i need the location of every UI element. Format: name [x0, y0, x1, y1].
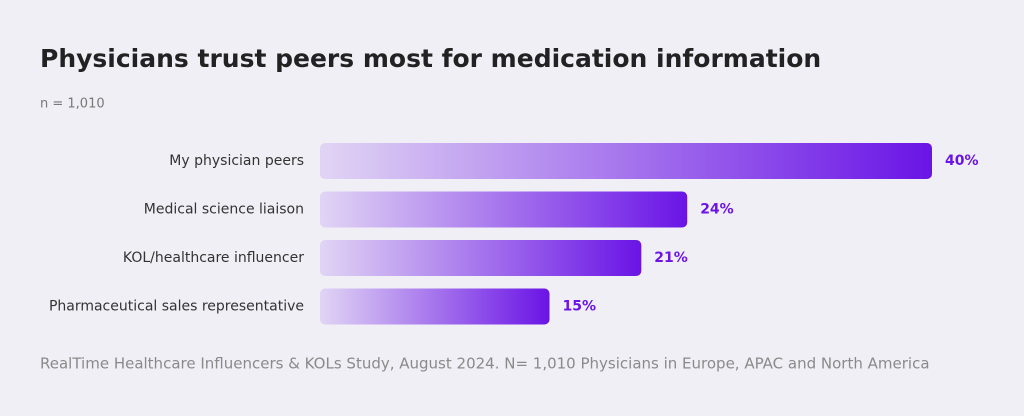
value-label: 40% [945, 153, 979, 169]
bar [320, 191, 688, 228]
value-label: 15% [563, 299, 597, 315]
bar [320, 143, 932, 179]
source-note: RealTime Healthcare Influencers & KOLs S… [40, 355, 930, 373]
category-label: Pharmaceutical sales representative [49, 299, 304, 315]
chart-subtitle: n = 1,010 [40, 97, 105, 112]
category-label: Medical science liaison [144, 202, 304, 218]
category-label: My physician peers [169, 153, 304, 169]
value-label: 21% [654, 250, 688, 266]
bar [320, 240, 642, 276]
category-label: KOL/healthcare influencer [123, 250, 304, 266]
value-label: 24% [700, 202, 734, 218]
chart-title: Physicians trust peers most for medicati… [40, 44, 821, 73]
bar [320, 288, 550, 325]
